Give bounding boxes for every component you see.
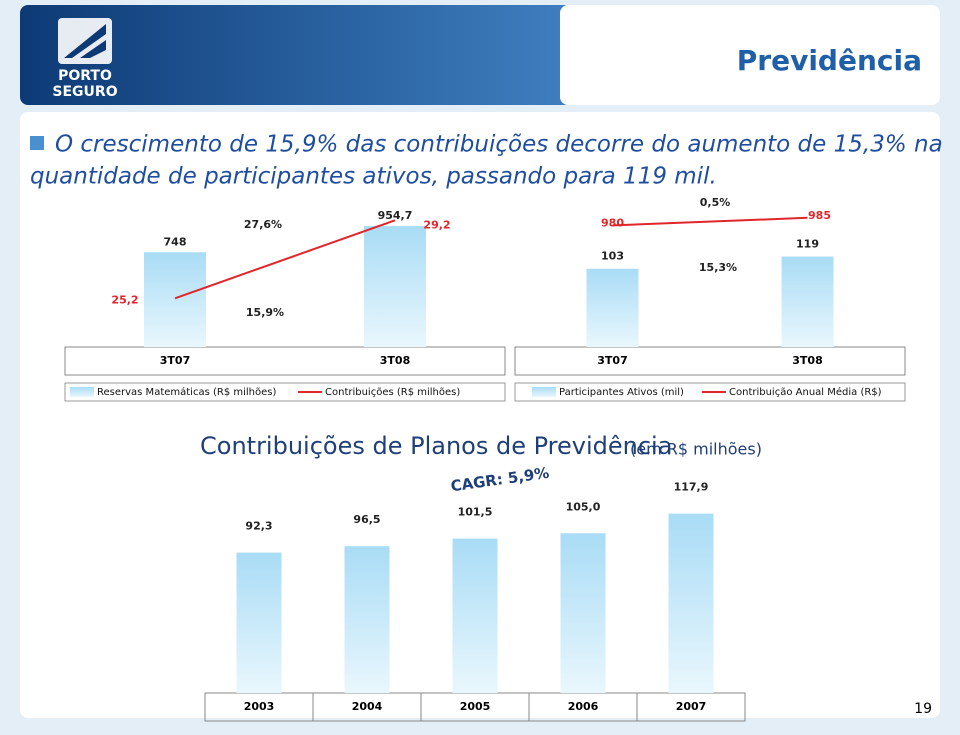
value-label: 96,5	[353, 513, 380, 526]
bullet-icon	[30, 136, 44, 150]
logo-stripes	[64, 24, 106, 58]
x-tick-label: 3T08	[792, 354, 822, 367]
title-panel	[560, 5, 940, 105]
legend-label: Reservas Matemáticas (R$ milhões)	[97, 386, 276, 398]
value-label: 985	[808, 209, 831, 222]
slide-title: Previdência	[737, 44, 922, 77]
value-label: 105,0	[566, 500, 601, 513]
bar	[452, 538, 498, 693]
x-tick-label: 2006	[568, 700, 599, 713]
legend-swatch	[70, 387, 94, 397]
x-tick-label: 3T08	[380, 354, 410, 367]
bullet-text: quantidade de participantes ativos, pass…	[30, 164, 717, 190]
value-label: 954,7	[378, 209, 413, 222]
bar	[364, 226, 426, 347]
line	[612, 216, 808, 227]
value-label: 980	[601, 216, 624, 229]
bar	[344, 546, 390, 693]
value-label: 101,5	[458, 506, 493, 519]
page-number: 19	[914, 701, 932, 717]
annotation: 15,3%	[699, 261, 737, 274]
bar	[668, 513, 714, 693]
annotation: 0,5%	[700, 196, 731, 209]
value-label: 119	[796, 238, 819, 251]
legend-swatch	[532, 387, 556, 397]
chart-subtitle: (em R$ milhões)	[630, 440, 762, 459]
value-label: 29,2	[423, 218, 450, 231]
x-tick-label: 3T07	[597, 354, 627, 367]
category-frame	[64, 346, 506, 376]
legend-label: Contribuições (R$ milhões)	[325, 387, 460, 398]
logo: PORTO SEGURO	[52, 18, 118, 100]
legend-frame	[64, 382, 506, 402]
bar	[781, 256, 834, 347]
annotation: 27,6%	[244, 218, 282, 231]
value-label: 748	[164, 235, 187, 248]
logo-text: PORTO	[58, 68, 112, 84]
x-tick-label: 2007	[676, 700, 707, 713]
category-frame	[514, 346, 906, 376]
x-tick-label: 2004	[352, 700, 383, 713]
bullet-text: O crescimento de 15,9% das contribuições…	[55, 132, 943, 158]
value-label: 25,2	[111, 293, 138, 306]
bar	[144, 252, 206, 347]
annotation: 15,9%	[246, 306, 284, 319]
bar	[236, 552, 282, 693]
value-label: 103	[601, 250, 624, 263]
value-label: 117,9	[674, 481, 709, 494]
bar	[586, 268, 639, 347]
chart-title: Contribuições de Planos de Previdência	[200, 432, 672, 460]
legend-label: Contribuição Anual Média (R$)	[729, 386, 882, 398]
logo-text: SEGURO	[52, 84, 117, 100]
x-tick-label: 2005	[460, 700, 491, 713]
bar	[560, 533, 606, 693]
value-label: 92,3	[245, 520, 272, 533]
x-tick-label: 3T07	[160, 354, 190, 367]
x-tick-label: 2003	[244, 700, 275, 713]
line	[174, 219, 396, 300]
legend-label: Participantes Ativos (mil)	[559, 387, 684, 398]
